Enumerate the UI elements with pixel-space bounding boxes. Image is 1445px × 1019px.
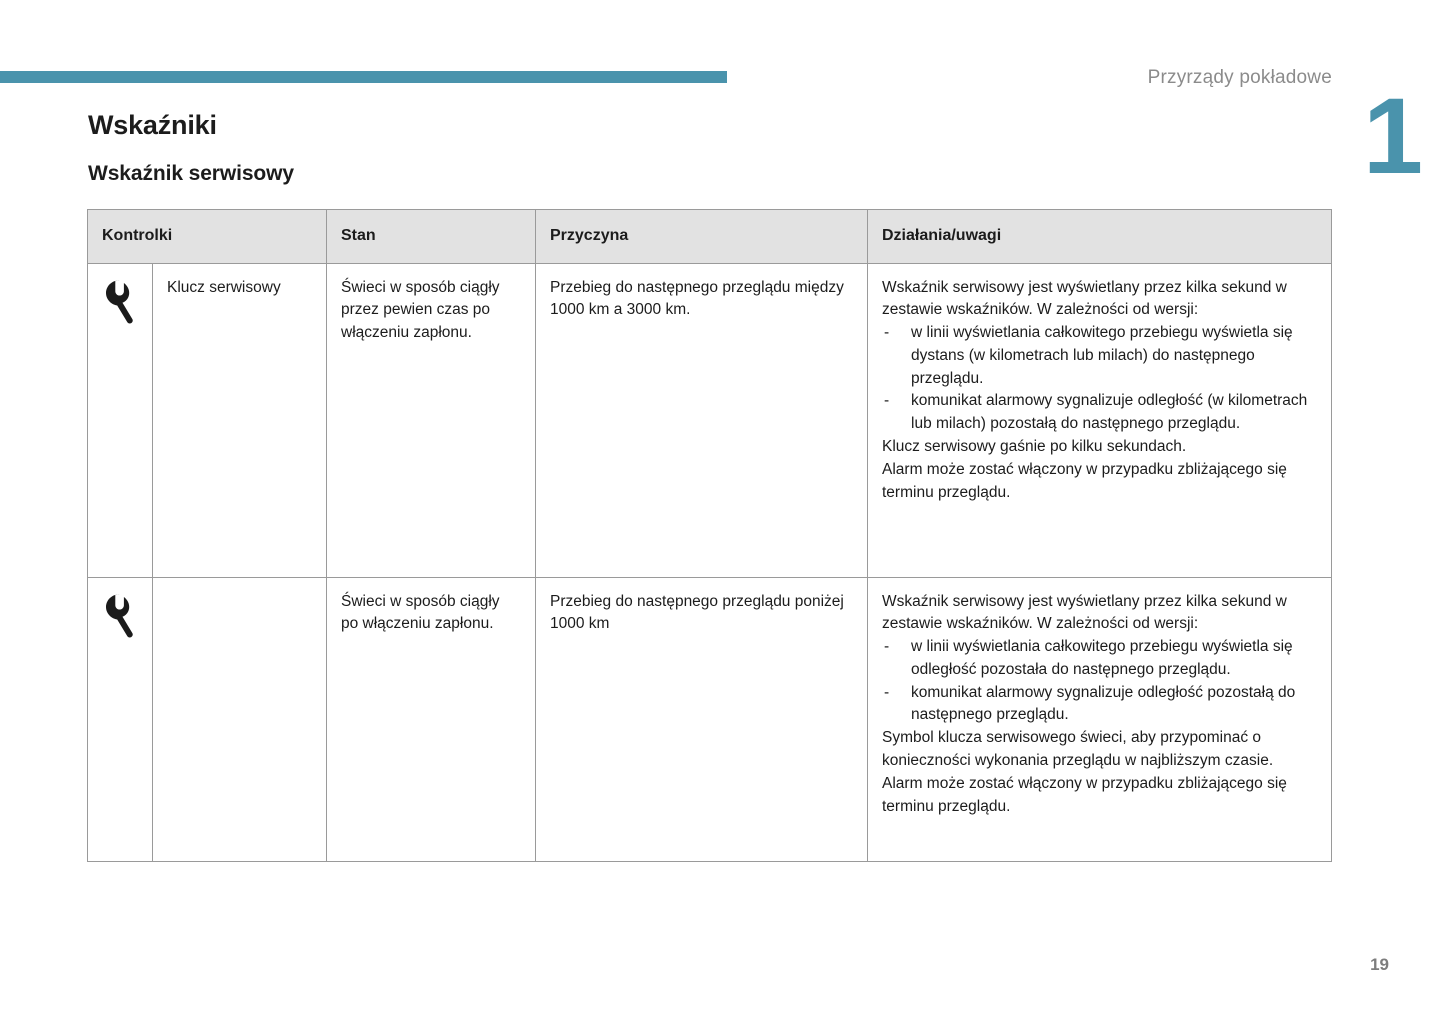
table-row: Klucz serwisowy Świeci w sposób ciągły p…: [87, 262, 1332, 578]
actions-intro: Wskaźnik serwisowy jest wyświetlany prze…: [882, 278, 1287, 319]
list-item: komunikat alarmowy sygnalizuje odległość…: [882, 390, 1317, 436]
column-header-przyczyna: Przyczyna: [535, 209, 868, 264]
wrench-icon: [102, 593, 136, 647]
indicator-cause-cell: Przebieg do następnego przeglądu między …: [535, 262, 868, 578]
indicator-table-wrapper: Kontrolki Stan Przyczyna Działania/uwagi: [87, 209, 1332, 862]
column-header-stan: Stan: [326, 209, 536, 264]
page-title: Wskaźniki: [88, 110, 217, 140]
indicator-name-cell: Klucz serwisowy: [152, 262, 327, 578]
indicator-actions-cell: Wskaźnik serwisowy jest wyświetlany prze…: [867, 262, 1332, 578]
table-header-row: Kontrolki Stan Przyczyna Działania/uwagi: [87, 209, 1332, 264]
chapter-tab: 1: [1355, 96, 1445, 184]
header-accent-bar: [0, 71, 727, 83]
page-number: 19: [1370, 955, 1389, 974]
indicator-actions-cell: Wskaźnik serwisowy jest wyświetlany prze…: [867, 576, 1332, 862]
column-header-dzialania: Działania/uwagi: [867, 209, 1332, 264]
list-item: w linii wyświetlania całkowitego przebie…: [882, 322, 1317, 390]
column-header-kontrolki: Kontrolki: [87, 209, 327, 264]
indicator-state-cell: Świeci w sposób ciągły po włączeniu zapł…: [326, 576, 536, 862]
indicator-cause-cell: Przebieg do następnego przeglądu poniżej…: [535, 576, 868, 862]
actions-outro: Klucz serwisowy gaśnie po kilku sekundac…: [882, 437, 1287, 501]
table-row: Świeci w sposób ciągły po włączeniu zapł…: [87, 576, 1332, 862]
actions-bullet-list: w linii wyświetlania całkowitego przebie…: [882, 636, 1317, 727]
actions-bullet-list: w linii wyświetlania całkowitego przebie…: [882, 322, 1317, 436]
indicator-icon-cell: [87, 262, 153, 578]
indicator-state-cell: Świeci w sposób ciągły przez pewien czas…: [326, 262, 536, 578]
indicator-name-cell: [152, 576, 327, 862]
wrench-icon: [102, 279, 136, 333]
section-title: Przyrządy pokładowe: [1147, 67, 1332, 88]
indicator-icon-cell: [87, 576, 153, 862]
indicator-table: Kontrolki Stan Przyczyna Działania/uwagi: [87, 209, 1332, 862]
actions-outro: Symbol klucza serwisowego świeci, aby pr…: [882, 729, 1287, 815]
page-subtitle: Wskaźnik serwisowy: [88, 162, 294, 185]
chapter-number: 1: [1363, 96, 1424, 184]
list-item: komunikat alarmowy sygnalizuje odległość…: [882, 682, 1317, 728]
list-item: w linii wyświetlania całkowitego przebie…: [882, 636, 1317, 682]
actions-intro: Wskaźnik serwisowy jest wyświetlany prze…: [882, 592, 1287, 633]
